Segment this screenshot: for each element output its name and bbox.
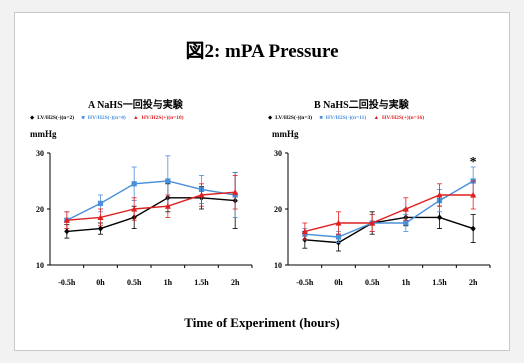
chart-a-series-2-point xyxy=(63,217,70,223)
chart-a-series-0-point xyxy=(64,228,70,235)
chart-a-title: A NaHS一回投与実験 xyxy=(88,100,183,111)
chart-a-series-2-line xyxy=(66,191,236,221)
chart-b-x-tick-label: 2h xyxy=(469,278,478,287)
chart-b-series-2-line xyxy=(304,194,474,233)
chart-a-series-2-point xyxy=(232,189,239,195)
chart-b-x-tick-label: -0.5h xyxy=(296,278,314,287)
chart-b-series-0-point xyxy=(470,225,476,232)
chart-b-y-tick-label: 10 xyxy=(274,261,282,270)
chart-b-series-2-point xyxy=(335,219,342,226)
chart-a-series-2-point xyxy=(97,214,104,220)
chart-b-significance-annotation: * xyxy=(470,155,477,170)
page-title: 図2: mPA Pressure xyxy=(185,41,339,62)
chart-b-y-tick-label: 20 xyxy=(274,205,282,214)
chart-a-series-1-line xyxy=(66,180,236,221)
chart-a-x-tick-label: 0h xyxy=(96,278,105,287)
chart-a-series-1-point xyxy=(131,181,137,187)
chart-b-x-tick-label: 1.5h xyxy=(432,278,447,287)
chart-b-series-2-point xyxy=(301,228,308,234)
chart-a-legend-item-1: ■ HV/H2S(-)(n=4) xyxy=(81,115,126,121)
chart-b-y-tick-label: 30 xyxy=(274,149,282,158)
chart-a-x-tick-label: 0.5h xyxy=(127,278,142,287)
chart-a-ylabel: mmHg xyxy=(30,129,57,139)
chart-b-legend: ◆ LV/H2S(-)(n=3) ■ HV/H2S(-)(n=11) ▲ HV/H2S… xyxy=(268,115,430,121)
chart-a-x-tick-label: 2h xyxy=(231,278,240,287)
chart-a-x-tick-label: -0.5h xyxy=(58,278,76,287)
chart-b-series-0-point xyxy=(436,214,443,221)
chart-a-x-tick-label: 1.5h xyxy=(194,278,209,287)
chart-b-series-2-point xyxy=(369,219,376,226)
chart-a-series-2-point xyxy=(164,203,171,209)
chart-a-y-tick-label: 20 xyxy=(36,205,44,214)
chart-b-ylabel: mmHg xyxy=(272,129,299,139)
chart-a-series-1-point xyxy=(97,200,104,206)
chart-b-series-2-point xyxy=(470,191,477,198)
chart-a-y-tick-label: 30 xyxy=(36,149,44,158)
chart-a-series-2-point xyxy=(198,191,205,198)
x-axis-title: Time of Experiment (hours) xyxy=(184,315,340,330)
chart-b-x-tick-label: 1h xyxy=(402,278,411,287)
slide-background xyxy=(14,12,510,351)
chart-b-x-tick-label: 0h xyxy=(334,278,343,287)
chart-a-y-tick-label: 10 xyxy=(36,261,44,270)
chart-b-title: B NaHS二回投与実験 xyxy=(314,100,409,111)
chart-b-series-2-point xyxy=(402,205,409,212)
chart-b-series-1-line xyxy=(304,180,474,238)
chart-b-series-0-line xyxy=(304,216,474,244)
chart-a-legend-item-2: ▲ HV/H2S(+)(n=10) xyxy=(133,115,184,121)
chart-a-x-tick-label: 1h xyxy=(164,278,173,287)
chart-b-x-tick-label: 0.5h xyxy=(365,278,380,287)
chart-b-legend-item-2: ▲ HV/H2S(+)(n=16) xyxy=(373,115,425,121)
chart-a-series-0-point xyxy=(97,225,104,232)
chart-b-legend-item-1: ■ HV/H2S(-)(n=11) xyxy=(319,115,367,121)
chart-a-series-2-point xyxy=(131,205,138,212)
chart-b-series-1-point xyxy=(335,234,342,240)
chart-b-series-1-point xyxy=(403,220,409,226)
chart-a-legend-item-0: ◆ LV/H2S(-)(n=2) xyxy=(30,115,75,121)
chart-b-series-2-point xyxy=(436,191,443,198)
chart-a-series-1-point xyxy=(165,178,171,184)
chart-a-legend: ◆ LV/H2S(-)(n=2) ■ HV/H2S(-)(n=4) ▲ HV/H2S(… xyxy=(30,115,190,121)
chart-b-legend-item-0: ◆ LV/H2S(-)(n=3) xyxy=(268,115,313,121)
